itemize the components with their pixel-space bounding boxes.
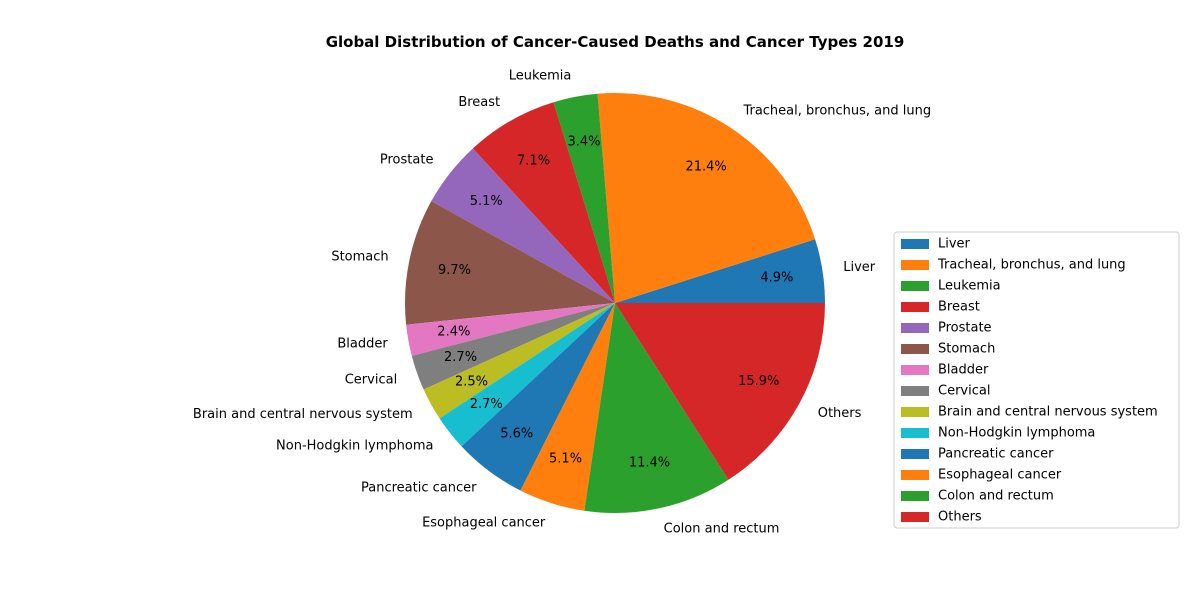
legend-label-others: Others (938, 510, 982, 525)
legend-swatch-leukemia (901, 281, 929, 291)
legend-label-stomach: Stomach (938, 342, 995, 357)
pie-slice-non-hodgkin-lymphoma (439, 303, 615, 447)
pie-slice-stomach (405, 201, 615, 325)
pie-slice-breast (472, 102, 615, 303)
legend-swatch-pancreatic-cancer (901, 449, 929, 459)
legend-label-prostate: Prostate (938, 321, 992, 336)
legend-label-colon-and-rectum: Colon and rectum (938, 489, 1054, 504)
category-label-cervical: Cervical (345, 372, 397, 387)
chart-title: Global Distribution of Cancer-Caused Dea… (326, 33, 905, 51)
legend-swatch-bladder (901, 365, 929, 375)
legend-label-leukemia: Leukemia (938, 279, 1001, 294)
pie-slice-tracheal-bronchus-and-lung (597, 92, 816, 303)
category-label-non-hodgkin-lymphoma: Non-Hodgkin lymphoma (276, 438, 433, 453)
percentage-label-pancreatic-cancer: 5.6% (500, 427, 533, 442)
pie-slice-leukemia (553, 93, 615, 303)
percentage-label-leukemia: 3.4% (568, 135, 601, 150)
legend-swatch-prostate (901, 323, 929, 333)
legend-swatch-esophageal-cancer (901, 470, 929, 480)
percentage-label-bladder: 2.4% (437, 325, 470, 340)
legend-label-liver: Liver (938, 237, 971, 252)
category-label-brain-and-central-nervous-system: Brain and central nervous system (193, 407, 413, 422)
pie-slice-esophageal-cancer (520, 303, 615, 511)
legend-label-non-hodgkin-lymphoma: Non-Hodgkin lymphoma (938, 426, 1095, 441)
legend-swatch-brain-and-central-nervous-system (901, 407, 929, 417)
category-label-breast: Breast (458, 95, 500, 110)
percentage-label-colon-and-rectum: 11.4% (629, 456, 670, 471)
pie-slice-prostate (431, 148, 615, 303)
percentage-label-liver: 4.9% (760, 270, 793, 285)
percentage-label-others: 15.9% (738, 374, 779, 389)
category-label-stomach: Stomach (331, 249, 388, 264)
percentage-label-cervical: 2.7% (444, 350, 477, 365)
legend-frame (893, 231, 1180, 529)
pie-slice-brain-and-central-nervous-system (423, 303, 615, 419)
pie-slice-cervical (411, 303, 615, 390)
legend-label-pancreatic-cancer: Pancreatic cancer (938, 447, 1054, 462)
pie-slices (405, 92, 825, 513)
category-label-prostate: Prostate (380, 153, 434, 168)
legend-label-bladder: Bladder (938, 363, 989, 378)
legend-swatch-liver (901, 239, 929, 249)
percentage-label-breast: 7.1% (517, 153, 550, 168)
pie-slice-others (615, 303, 825, 480)
category-label-bladder: Bladder (337, 337, 388, 352)
percentage-label-non-hodgkin-lymphoma: 2.7% (470, 397, 503, 412)
category-label-liver: Liver (843, 260, 876, 275)
legend-label-esophageal-cancer: Esophageal cancer (938, 468, 1062, 483)
legend-swatch-breast (901, 302, 929, 312)
category-label-colon-and-rectum: Colon and rectum (664, 521, 780, 536)
legend-label-tracheal-bronchus-and-lung: Tracheal, bronchus, and lung (937, 258, 1126, 273)
legend-swatch-stomach (901, 344, 929, 354)
pie-slice-bladder (406, 303, 615, 356)
percentage-label-esophageal-cancer: 5.1% (549, 452, 582, 467)
category-label-pancreatic-cancer: Pancreatic cancer (361, 480, 477, 495)
legend-swatch-colon-and-rectum (901, 491, 929, 501)
legend-label-cervical: Cervical (938, 384, 990, 399)
percentage-label-brain-and-central-nervous-system: 2.5% (455, 374, 488, 389)
legend-swatch-tracheal-bronchus-and-lung (901, 260, 929, 270)
category-label-esophageal-cancer: Esophageal cancer (422, 516, 546, 531)
legend-label-breast: Breast (938, 300, 980, 315)
percentage-label-stomach: 9.7% (438, 263, 471, 278)
percentage-label-tracheal-bronchus-and-lung: 21.4% (685, 159, 726, 174)
legend-swatch-cervical (901, 386, 929, 396)
legend-swatch-others (901, 512, 929, 522)
pie-slice-liver (615, 239, 825, 303)
percentage-labels: 4.9% 21.4% 3.4% 7.1% 5.1% 9.7% 2.4% 2.7% 2.5% 2.7… (437, 135, 793, 471)
category-label-leukemia: Leukemia (509, 69, 572, 84)
legend-label-brain-and-central-nervous-system: Brain and central nervous system (938, 405, 1158, 420)
category-label-tracheal-bronchus-and-lung: Tracheal, bronchus, and lung (742, 104, 931, 119)
legend-swatch-non-hodgkin-lymphoma (901, 428, 929, 438)
percentage-label-prostate: 5.1% (470, 194, 503, 209)
category-labels: Liver Tracheal, bronchus, and lung Leukemi… (193, 69, 931, 537)
category-label-others: Others (818, 406, 862, 421)
pie-slice-colon-and-rectum (584, 303, 729, 513)
pie-slice-pancreatic-cancer (461, 303, 615, 491)
legend: Liver Tracheal, bronchus, and lung Leukemi… (893, 231, 1180, 529)
